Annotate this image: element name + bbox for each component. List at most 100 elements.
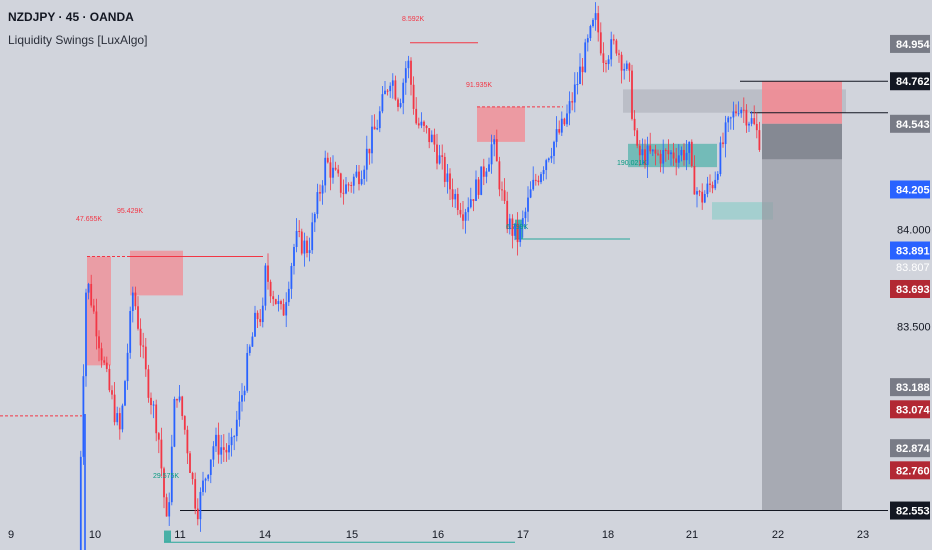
candle-body-187 — [563, 118, 566, 125]
candle-body-71 — [261, 305, 264, 323]
candle-body-30 — [155, 404, 158, 434]
price-badge-8: 83.074 — [896, 404, 931, 416]
candle-body-256 — [742, 109, 745, 111]
candle-body-152 — [472, 199, 475, 201]
candle-body-154 — [477, 179, 480, 195]
candle-body-257 — [745, 109, 748, 126]
candle-body-108 — [358, 171, 360, 185]
candle-body-131 — [417, 123, 420, 126]
candle-body-12 — [108, 368, 111, 391]
candle-body-213 — [631, 70, 633, 119]
candle-body-166 — [508, 218, 511, 230]
candle-body-105 — [350, 185, 353, 187]
candle-body-116 — [378, 111, 381, 129]
candle-body-100 — [337, 169, 340, 174]
candle-body-50 — [207, 474, 210, 479]
candle-body-111 — [365, 148, 368, 170]
candle-body-224 — [659, 153, 662, 164]
candle-body-21 — [131, 292, 134, 312]
candle-body-133 — [423, 121, 425, 126]
zone-box-8 — [762, 81, 842, 124]
candle-body-112 — [368, 148, 371, 154]
price-badge-3: 84.205 — [896, 184, 930, 196]
candle-body-230 — [675, 158, 678, 163]
candle-body-102 — [342, 192, 345, 194]
liquidity-label-6: 29.575K — [153, 473, 179, 480]
candle-body-259 — [750, 118, 753, 124]
candle-body-124 — [399, 103, 402, 107]
indicator-label[interactable]: Liquidity Swings [LuxAlgo] — [8, 33, 148, 47]
candle-body-161 — [495, 139, 498, 162]
candle-body-228 — [670, 152, 672, 155]
symbol-title[interactable]: NZDJPY · 45 · OANDA — [8, 10, 134, 24]
candle-body-23 — [137, 306, 139, 329]
candle-body-211 — [625, 63, 628, 69]
candle-body-237 — [693, 166, 696, 195]
candle-body-19 — [126, 352, 129, 382]
liquidity-label-4: 190.021K — [617, 160, 647, 167]
candle-body-89 — [308, 250, 311, 254]
candle-body-76 — [274, 299, 277, 304]
zone-box-5 — [712, 202, 773, 220]
candle-body-163 — [501, 189, 503, 191]
candle-body-218 — [644, 149, 646, 165]
candle-body-94 — [321, 185, 324, 194]
candle-body-5 — [90, 283, 93, 306]
x-tick-16: 16 — [432, 529, 444, 541]
candle-body-101 — [339, 173, 342, 193]
candle-body-99 — [334, 167, 337, 170]
candle-body-248 — [722, 142, 724, 145]
candle-body-126 — [404, 68, 407, 83]
candle-body-28 — [150, 397, 152, 406]
candle-body-258 — [748, 123, 750, 126]
candle-body-64 — [243, 390, 246, 396]
price-badge-1: 84.762 — [896, 76, 930, 88]
candle-body-83 — [293, 247, 295, 266]
candle-body-219 — [646, 145, 649, 165]
x-tick-9: 9 — [8, 529, 14, 541]
candle-body-209 — [620, 54, 623, 71]
candle-body-40 — [181, 396, 184, 417]
candle-body-58 — [228, 445, 230, 453]
candle-body-210 — [623, 68, 626, 71]
x-tick-15: 15 — [346, 529, 358, 541]
candle-body-243 — [709, 183, 711, 185]
candle-body-78 — [280, 301, 282, 305]
candle-body-85 — [298, 230, 301, 232]
candle-body-86 — [300, 231, 303, 254]
candle-body-225 — [662, 150, 665, 164]
candle-body-195 — [584, 42, 587, 73]
candle-body-188 — [566, 113, 568, 125]
price-badge-bg-4 — [890, 241, 930, 260]
price-badge-bg-0 — [890, 34, 930, 53]
candle-body-172 — [524, 211, 527, 219]
candle-body-156 — [482, 166, 485, 177]
candle-body-201 — [599, 32, 602, 54]
candle-body-6 — [92, 305, 95, 312]
candle-body-136 — [430, 134, 433, 143]
candle-body-129 — [412, 84, 415, 109]
price-badge-6: 83.693 — [896, 284, 930, 296]
zone-box-2 — [477, 106, 525, 142]
candle-body-121 — [391, 80, 394, 86]
price-badge-bg-6 — [890, 279, 930, 298]
candle-body-205 — [610, 39, 613, 60]
candle-body-92 — [316, 192, 319, 214]
candle-body-45 — [194, 479, 197, 509]
candle-body-208 — [618, 53, 620, 55]
candle-body-48 — [202, 480, 204, 492]
zone-box-9 — [762, 123, 842, 160]
price-badge-2: 84.543 — [896, 119, 930, 131]
price-badge-7: 83.188 — [896, 382, 930, 394]
candle-body-217 — [641, 149, 644, 156]
candle-body-240 — [701, 191, 704, 203]
candle-body-125 — [402, 82, 405, 104]
candle-body-177 — [537, 180, 540, 183]
candle-body-155 — [480, 166, 483, 195]
candle-body-8 — [98, 336, 100, 349]
candle-body-173 — [527, 197, 529, 212]
candle-body-206 — [612, 39, 615, 41]
price-badge-bg-3 — [890, 180, 930, 199]
